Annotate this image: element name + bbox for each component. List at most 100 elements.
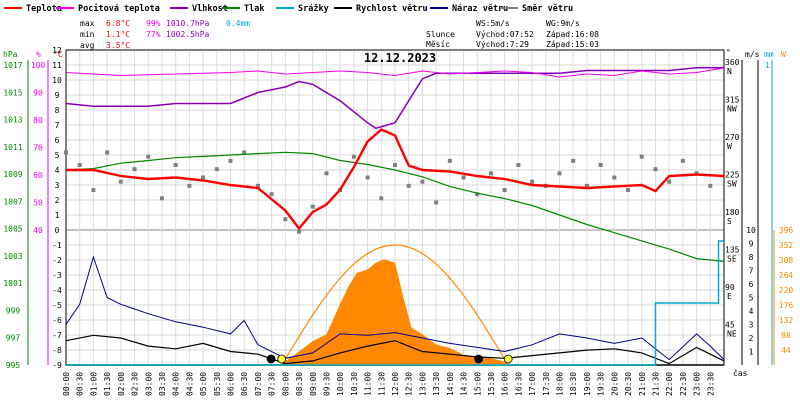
temp-tick: -1 [52,241,62,250]
hum-tick: 70 [33,144,43,153]
time-tick: 21:00 [638,372,647,396]
time-tick: 16:30 [514,372,523,396]
temp-tick: 0 [55,226,60,235]
wind-direction-point [612,175,617,180]
axis-unit-w: W [781,50,786,59]
wind-direction-point [91,188,96,192]
stat-press: 1002.5hPa [166,30,210,39]
temp-tick: -3 [52,271,62,280]
wind-tick: 3 [749,321,754,330]
axis-unit-deg: ° [726,48,731,57]
solar-tick: 88 [781,331,791,340]
pressure-line [65,151,725,262]
time-tick: 07:30 [268,372,277,396]
wind-direction-point [708,183,713,188]
sunrise-marker [277,354,287,364]
wind-direction-point [516,163,521,167]
press-tick: 997 [6,334,21,343]
wind-direction-point [297,229,302,234]
dir-tick-deg: 225 [725,171,740,180]
wind-direction-point [173,163,178,167]
wind-tick: 9 [749,240,754,249]
stat-rain: 0.4mm [226,19,250,28]
wind-direction-point [132,167,137,172]
legend-label-tlak: Tlak [244,4,264,14]
info-wg: WG:9m/s [546,19,580,28]
time-tick: 01:30 [103,372,112,396]
axis-unit-mm: mm [764,50,774,59]
dir-tick-label: SW [727,180,737,189]
time-tick: 21:30 [651,372,660,396]
solar-tick: 132 [779,316,794,325]
temp-tick: 9 [55,91,60,100]
press-tick: 1009 [3,170,22,179]
wind-direction-point [310,204,315,209]
dir-tick-deg: 315 [725,96,740,105]
time-tick: 20:30 [624,372,633,396]
press-tick: 1015 [3,88,22,97]
wind-tick: 1 [749,348,754,357]
press-tick: 999 [6,306,21,315]
rain-tick: 1 [765,61,770,70]
wind-tick: 5 [749,294,754,303]
wind-direction-point [447,158,452,163]
stat-temp: 1.1°C [106,30,130,39]
hum-tick: 90 [33,89,43,98]
time-tick: 14:00 [446,372,455,396]
temp-tick: 3 [55,181,60,190]
wind-speed-line [65,334,725,365]
time-tick: 15:00 [473,372,482,396]
wind-direction-point [214,167,219,172]
wind-direction-point [187,183,192,188]
time-tick: 17:30 [542,372,551,396]
dir-tick-deg: 135 [725,246,740,255]
wind-direction-point [351,154,356,159]
axis-unit-celsius: °C [53,50,63,59]
time-tick: 10:00 [336,372,345,396]
dir-tick-deg: 45 [725,321,735,330]
temp-tick: 5 [55,151,60,160]
time-tick: 10:30 [350,372,359,396]
time-tick: 06:00 [227,372,236,396]
time-tick: 12:30 [405,372,414,396]
dir-tick-deg: 180 [725,208,740,217]
stat-temp: 6.8°C [106,19,130,28]
wind-tick: 6 [749,280,754,289]
wind-direction-point [626,188,631,192]
time-tick: 19:00 [583,372,592,396]
wind-direction-point [639,154,644,159]
wind-direction-point [571,158,576,163]
chart-title: 12.12.2023 [364,51,436,65]
legend-label-srazky: Srážky [298,4,329,14]
wind-direction-point [255,183,260,188]
hum-tick: 60 [33,171,43,180]
temp-tick: 8 [55,106,60,115]
time-tick: 11:00 [364,372,373,396]
wind-direction-point [393,163,397,167]
moonrise-marker [266,354,276,364]
dir-tick-label: W [727,142,732,151]
legend-label-teplota: Teplota [26,4,62,14]
solar-tick: 264 [779,271,794,280]
dir-tick-label: NW [727,105,737,114]
time-tick: 12:00 [391,372,400,396]
wind-direction-point [365,175,370,180]
wind-direction-point [228,158,233,163]
solar-tick: 308 [779,256,794,265]
temp-tick: -8 [52,346,62,355]
time-tick: 18:00 [556,372,565,396]
info-sun-label: Slunce [426,30,455,39]
temp-tick: 7 [55,121,60,130]
temp-tick: -4 [52,286,62,295]
temp-tick: 11 [52,61,62,70]
time-tick: 09:30 [322,372,331,396]
solar-radiation-area [279,259,511,365]
time-tick: 02:00 [117,372,126,396]
press-tick: 1011 [3,143,22,152]
hum-tick: 80 [33,116,43,125]
time-tick: 20:00 [610,372,619,396]
wind-direction-point [64,150,68,155]
info-texts: 12.12.2023 max 6.8°C 99% 1010.7hPa 0.4mm min 1… [80,19,599,65]
wind-gust-line [65,255,725,361]
wind-direction-point [324,171,329,176]
